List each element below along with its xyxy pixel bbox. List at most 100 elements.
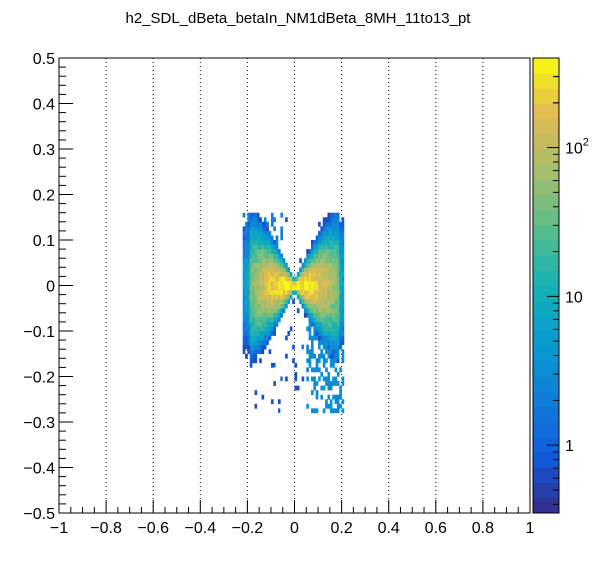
heatmap-cell-338	[266, 226, 269, 232]
heatmap-cell-449	[278, 262, 281, 268]
heatmap-cell-1027	[339, 403, 342, 409]
heatmap-cell-441	[278, 299, 281, 304]
heatmap-cell-498	[287, 299, 291, 304]
heatmap-cell-769	[322, 344, 326, 350]
heatmap-cell-402	[273, 290, 276, 295]
heatmap-cell-819	[325, 280, 328, 286]
heatmap-cell-319	[266, 312, 269, 318]
heatmap-cell-886	[329, 321, 333, 327]
heatmap-cell-77	[247, 267, 251, 273]
heatmap-cell-41	[245, 299, 248, 304]
heatmap-cell-828	[325, 240, 328, 245]
heatmap-cell-510	[289, 280, 293, 286]
heatmap-cell-254	[261, 394, 265, 400]
heatmap-cell-536	[299, 299, 302, 304]
heatmap-cell-343	[268, 326, 272, 332]
heatmap-cell-333	[266, 249, 269, 254]
heatmap-cell-301	[263, 267, 267, 273]
heatmap-cell-1049	[339, 267, 342, 273]
colorbar-tick-label-2: 102	[565, 137, 589, 158]
heatmap-cell-708	[318, 331, 321, 336]
heatmap-cell-553	[301, 271, 305, 277]
heatmap-cell-539	[299, 285, 302, 291]
heatmap-cell-709	[318, 326, 321, 332]
heatmap-cell-173	[254, 294, 258, 300]
heatmap-cell-555	[301, 262, 305, 268]
heatmap-cell-499	[287, 294, 291, 300]
heatmap-cell-866	[327, 235, 331, 241]
heatmap-cell-805	[325, 344, 328, 350]
heatmap-cell-711	[318, 317, 321, 323]
heatmap-cell-789	[322, 253, 326, 259]
heatmap-cell-966	[334, 308, 338, 314]
heatmap-cell-878	[329, 358, 333, 364]
heatmap-cell-571	[306, 367, 309, 373]
heatmap-cell-84	[247, 235, 251, 241]
heatmap-cell-337	[266, 230, 269, 236]
heatmap-cell-272	[261, 271, 265, 277]
heatmap-cell-334	[266, 244, 269, 250]
heatmap-cell-330	[266, 262, 269, 268]
heatmap-cell-378	[270, 280, 274, 286]
heatmap-cell-289	[263, 321, 267, 327]
heatmap-cell-355	[268, 271, 272, 277]
heatmap-cell-849	[327, 312, 331, 318]
heatmap-cell-763	[322, 408, 326, 414]
heatmap-cell-205	[256, 290, 260, 295]
heatmap-cell-1014	[336, 267, 340, 273]
heatmap-cell-100	[249, 317, 253, 323]
heatmap-cell-146	[252, 258, 255, 264]
heatmap-cell-715	[318, 299, 321, 304]
heatmap-cells	[242, 212, 345, 414]
heatmap-cell-638	[310, 258, 314, 264]
heatmap-cell-35	[245, 326, 248, 332]
heatmap-cell-924	[332, 321, 335, 327]
heatmap-cell-118	[249, 235, 253, 241]
heatmap-cell-1039	[339, 312, 342, 318]
heatmap-cell-671	[315, 408, 319, 414]
heatmap-cell-342	[268, 331, 272, 336]
heatmap-cell-988	[336, 408, 340, 414]
heatmap-cell-39	[245, 308, 248, 314]
heatmap-cell-751	[320, 276, 324, 282]
heatmap-cell-667	[313, 253, 316, 259]
heatmap-cell-900	[329, 258, 333, 264]
heatmap-cell-357	[268, 262, 272, 268]
heatmap-cell-115	[249, 249, 253, 254]
heatmap-cell-346	[268, 312, 272, 318]
heatmap-cell-518	[292, 280, 295, 286]
heatmap-cell-635	[310, 271, 314, 277]
heatmap-cell-92	[249, 353, 253, 359]
heatmap-cell-679	[315, 331, 319, 336]
heatmap-cell-264	[261, 308, 265, 314]
heatmap-cell-229	[259, 326, 262, 332]
heatmap-cell-131	[252, 326, 255, 332]
heatmap-cell-107	[249, 285, 253, 291]
heatmap-cell-613	[308, 253, 312, 259]
heatmap-cell-292	[263, 308, 267, 314]
heatmap-cell-535	[296, 271, 300, 277]
heatmap-cell-901	[329, 253, 333, 259]
heatmap-cell-584	[306, 276, 309, 282]
heatmap-cell-509	[289, 285, 293, 291]
heatmap-cell-728	[318, 240, 321, 245]
heatmap-cell-706	[318, 340, 321, 345]
heatmap-cell-887	[329, 317, 333, 323]
heatmap-cell-269	[261, 285, 265, 291]
heatmap-cell-975	[334, 267, 338, 273]
heatmap-cell-868	[327, 226, 331, 232]
heatmap-cell-640	[310, 249, 314, 254]
heatmap-cell-914	[332, 376, 335, 382]
heatmap-cell-358	[268, 258, 272, 264]
heatmap-cell-1001	[336, 326, 340, 332]
heatmap-cell-840	[327, 353, 331, 359]
heatmap-cell-750	[320, 280, 324, 286]
heatmap-cell-371	[270, 312, 274, 318]
heatmap-cell-604	[308, 294, 312, 300]
heatmap-cell-817	[325, 290, 328, 295]
heatmap-cell-937	[332, 262, 335, 268]
heatmap-cell-996	[336, 349, 340, 355]
heatmap-cell-29	[242, 212, 246, 218]
heatmap-cell-781	[322, 290, 326, 295]
